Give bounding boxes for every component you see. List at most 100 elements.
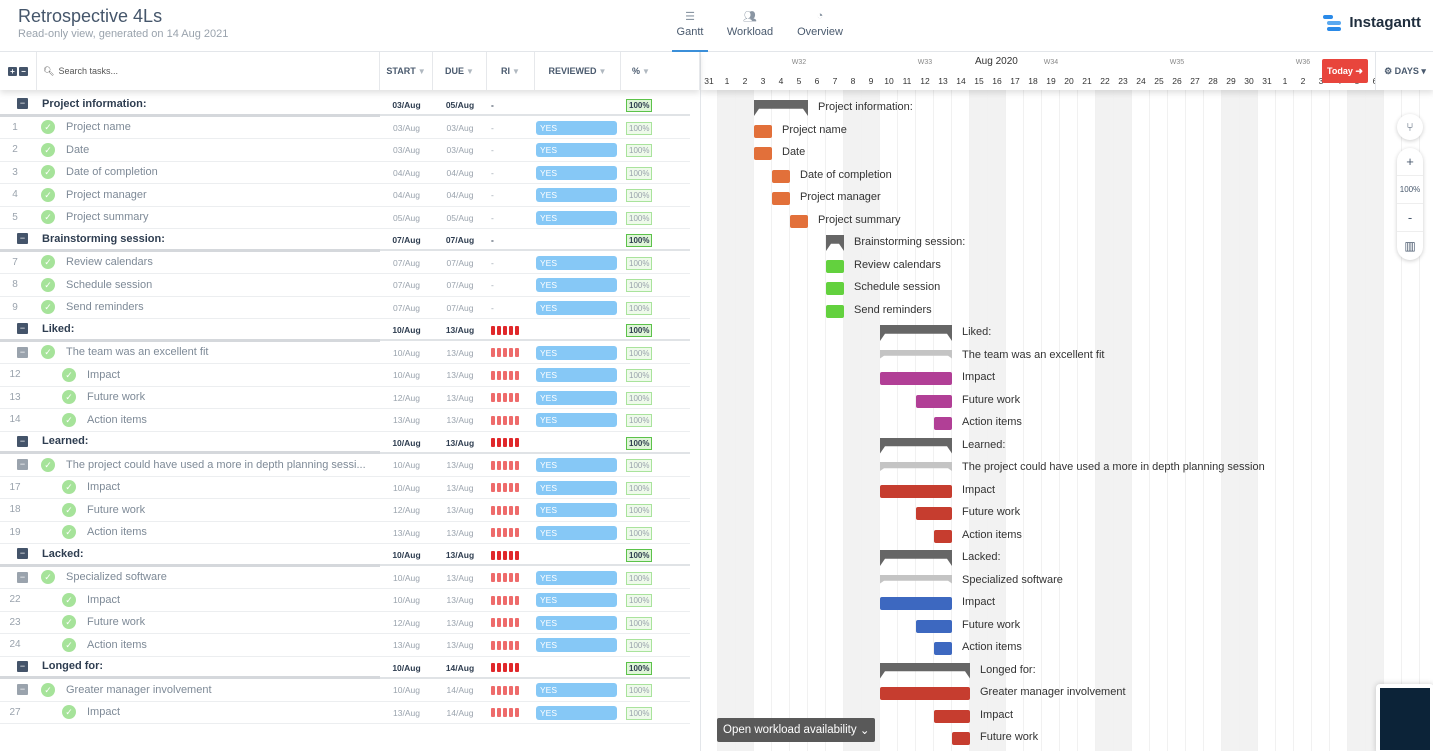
gantt-task-bar[interactable] <box>880 484 952 498</box>
table-row[interactable]: − ✓ The project could have used a more in … <box>0 454 690 477</box>
reviewed-badge[interactable]: YES <box>536 345 617 360</box>
task-name[interactable]: Project manager <box>66 188 147 201</box>
gantt-task-bar[interactable] <box>826 282 844 295</box>
reviewed-badge[interactable]: YES <box>536 210 617 225</box>
task-name[interactable]: Project information: <box>42 97 147 110</box>
filter-icon[interactable]: ▼ <box>512 66 520 76</box>
reviewed-badge[interactable]: YES <box>536 615 617 630</box>
column-ri[interactable]: RI ▼ <box>487 52 535 90</box>
column-start[interactable]: START ▼ <box>380 52 433 90</box>
gantt-task-bar[interactable] <box>952 732 970 745</box>
column-percent[interactable]: % ▼ <box>621 52 700 90</box>
gantt-task-bar[interactable] <box>790 214 808 228</box>
task-name[interactable]: Future work <box>87 503 146 516</box>
task-name[interactable]: Impact <box>87 368 121 381</box>
reviewed-badge[interactable]: YES <box>536 120 617 135</box>
gantt-summary-bar[interactable] <box>880 350 952 359</box>
task-name[interactable]: Project summary <box>66 211 149 224</box>
task-name[interactable]: Greater manager involvement <box>66 683 212 696</box>
group-row[interactable]: − Lacked: 10/Aug 13/Aug 100% <box>0 544 690 567</box>
expand-all-icon[interactable]: + <box>8 66 17 76</box>
reviewed-badge[interactable]: YES <box>536 593 617 607</box>
table-row[interactable]: 9 ✓ Send reminders 07/Aug 07/Aug - YES 100% <box>0 297 690 319</box>
filter-icon[interactable]: ▼ <box>642 66 650 76</box>
task-name[interactable]: Schedule session <box>66 278 153 291</box>
table-row[interactable]: 22 ✓ Impact 10/Aug 13/Aug YES 100% <box>0 589 690 612</box>
task-name[interactable]: Action items <box>87 526 147 539</box>
task-name[interactable]: The project could have used a more in de… <box>66 458 366 471</box>
task-name[interactable]: Future work <box>87 616 146 629</box>
collapse-icon[interactable]: − <box>17 346 28 358</box>
table-row[interactable]: 19 ✓ Action items 13/Aug 13/Aug YES 100% <box>0 522 690 544</box>
task-name[interactable]: Longed for: <box>42 660 104 673</box>
gantt-task-bar[interactable] <box>754 147 772 160</box>
reviewed-badge[interactable]: YES <box>536 300 617 315</box>
task-name[interactable]: Brainstorming session: <box>42 232 165 245</box>
table-row[interactable]: 17 ✓ Impact 10/Aug 13/Aug YES 100% <box>0 477 690 499</box>
table-row[interactable]: 23 ✓ Future work 12/Aug 13/Aug YES 100% <box>0 612 690 634</box>
reviewed-badge[interactable]: YES <box>536 683 617 697</box>
table-row[interactable]: 4 ✓ Project manager 04/Aug 04/Aug - YES 100% <box>0 184 690 207</box>
zoom-in-button[interactable]: + <box>1397 148 1423 176</box>
task-name[interactable]: Date of completion <box>66 166 158 179</box>
gantt-task-bar[interactable] <box>934 642 952 655</box>
gantt-task-bar[interactable] <box>916 394 952 408</box>
gantt-task-bar[interactable] <box>880 597 952 610</box>
reviewed-badge[interactable]: YES <box>536 570 617 585</box>
task-name[interactable]: Impact <box>87 706 121 719</box>
tab-gantt[interactable]: ☰ Gantt <box>672 10 708 52</box>
tab-overview[interactable]: ◔ Overview <box>794 10 846 52</box>
gantt-task-bar[interactable] <box>880 372 952 385</box>
reviewed-badge[interactable]: YES <box>536 143 617 157</box>
table-row[interactable]: 2 ✓ Date 03/Aug 03/Aug - YES 100% <box>0 139 690 162</box>
filter-icon[interactable]: ▼ <box>598 66 607 76</box>
minimap-panel[interactable] <box>1376 684 1433 751</box>
gantt-summary-bar[interactable] <box>880 462 952 471</box>
collapse-icon[interactable]: − <box>17 571 28 583</box>
reviewed-badge[interactable]: YES <box>536 188 617 202</box>
group-row[interactable]: − Longed for: 10/Aug 14/Aug 100% <box>0 657 690 679</box>
reviewed-badge[interactable]: YES <box>536 503 617 517</box>
reviewed-badge[interactable]: YES <box>536 638 617 652</box>
task-name[interactable]: Action items <box>87 413 147 426</box>
scale-dropdown[interactable]: ⚙ DAYS ▾ <box>1375 52 1433 90</box>
collapse-icon[interactable]: − <box>17 233 28 245</box>
map-button[interactable]: ▥ <box>1397 232 1423 260</box>
task-name[interactable]: Impact <box>87 593 121 606</box>
task-name[interactable]: Action items <box>87 638 147 651</box>
task-name[interactable]: Impact <box>87 481 121 494</box>
collapse-icon[interactable]: − <box>17 323 28 335</box>
gantt-task-bar[interactable] <box>826 259 844 273</box>
collapse-all-icon[interactable]: − <box>19 66 28 76</box>
table-row[interactable]: 14 ✓ Action items 13/Aug 13/Aug YES 100% <box>0 409 690 432</box>
table-row[interactable]: 1 ✓ Project name 03/Aug 03/Aug - YES 100% <box>0 117 690 139</box>
task-name[interactable]: Date <box>66 143 90 156</box>
reviewed-badge[interactable]: YES <box>536 278 617 292</box>
task-name[interactable]: Liked: <box>42 322 75 335</box>
search-box[interactable]: 🔍︎ Search tasks... <box>37 52 380 90</box>
collapse-icon[interactable]: − <box>17 548 28 560</box>
gantt-task-bar[interactable] <box>880 687 970 700</box>
table-row[interactable]: − ✓ Greater manager involvement 10/Aug 14/Au… <box>0 679 690 702</box>
collapse-icon[interactable]: − <box>17 684 28 696</box>
table-row[interactable]: 7 ✓ Review calendars 07/Aug 07/Aug - YES 100% <box>0 252 690 274</box>
gantt-task-bar[interactable] <box>934 709 970 723</box>
reviewed-badge[interactable]: YES <box>536 255 617 270</box>
table-row[interactable]: 13 ✓ Future work 12/Aug 13/Aug YES 100% <box>0 387 690 409</box>
search-input[interactable]: Search tasks... <box>58 66 118 76</box>
column-reviewed[interactable]: REVIEWED ▼ <box>535 52 621 90</box>
reviewed-badge[interactable]: YES <box>536 525 617 540</box>
task-name[interactable]: Send reminders <box>66 301 144 314</box>
expand-collapse-all[interactable]: + − <box>0 52 37 90</box>
filter-icon[interactable]: ▼ <box>466 66 474 76</box>
table-row[interactable]: 24 ✓ Action items 13/Aug 13/Aug YES 100% <box>0 634 690 657</box>
gantt-task-bar[interactable] <box>826 304 844 318</box>
dependencies-button[interactable]: ⑂ <box>1397 114 1423 140</box>
task-name[interactable]: Review calendars <box>66 256 153 269</box>
collapse-icon[interactable]: − <box>17 98 28 110</box>
group-row[interactable]: − Liked: 10/Aug 13/Aug 100% <box>0 319 690 342</box>
table-row[interactable]: − ✓ Specialized software 10/Aug 13/Aug YES 100… <box>0 567 690 589</box>
task-name[interactable]: Project name <box>66 121 131 134</box>
reviewed-badge[interactable]: YES <box>536 368 617 382</box>
column-due[interactable]: DUE ▼ <box>433 52 487 90</box>
